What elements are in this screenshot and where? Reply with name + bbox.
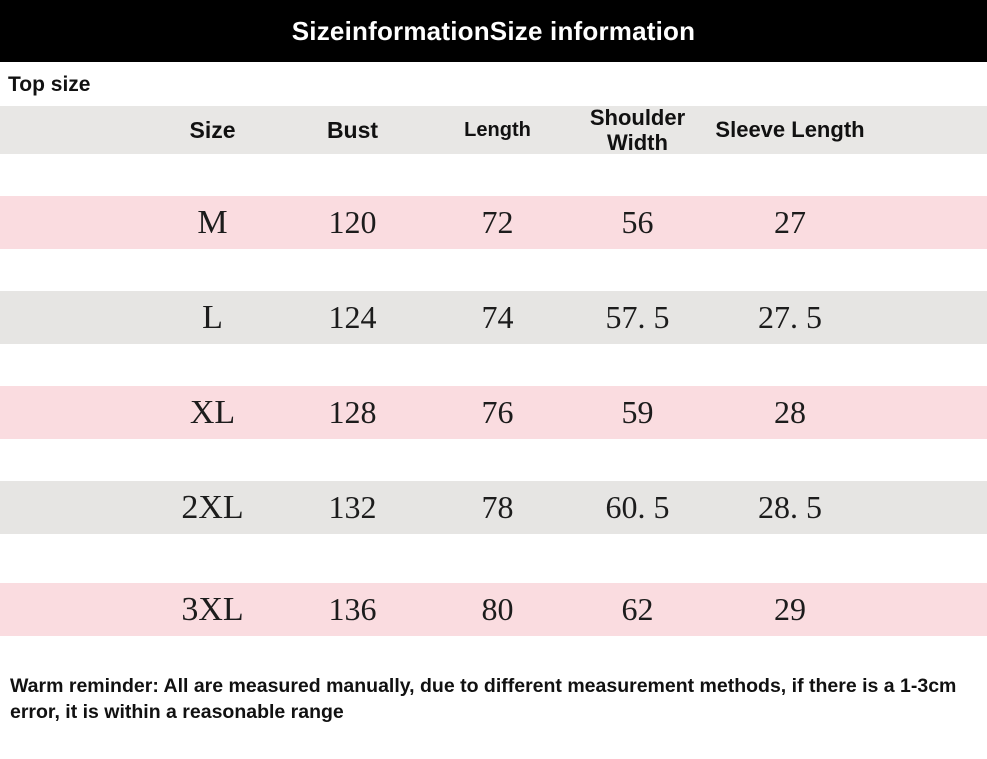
- warm-reminder-note: Warm reminder: All are measured manually…: [10, 675, 957, 723]
- length-value: 78: [481, 489, 514, 525]
- header-length: Length: [464, 118, 531, 141]
- size-value: L: [202, 298, 223, 336]
- bust-value: 128: [328, 394, 377, 430]
- length-value: 72: [481, 204, 514, 240]
- header-sleeve-length: Sleeve Length: [715, 117, 865, 143]
- sleeve-length-value: 28: [774, 394, 806, 430]
- header-bust: Bust: [326, 116, 379, 143]
- table-row-l: L 124 74 57. 5 27. 5: [0, 291, 987, 344]
- title-banner: SizeinformationSize information: [0, 0, 987, 62]
- shoulder-width-value: 62: [621, 591, 654, 627]
- header-shoulder-width: Shoulder Width: [589, 104, 686, 155]
- table-header-row: Size Bust Length Shoulder Width Sleeve L…: [0, 104, 987, 155]
- size-value: XL: [189, 393, 236, 431]
- table-row-3xl: 3XL 136 80 62 29: [0, 583, 987, 636]
- sleeve-length-value: 27. 5: [758, 299, 822, 335]
- table-row-m: M 120 72 56 27: [0, 196, 987, 249]
- page-title: SizeinformationSize information: [291, 16, 696, 46]
- header-size: Size: [189, 116, 236, 143]
- table-row-xl: XL 128 76 59 28: [0, 386, 987, 439]
- size-value: 2XL: [181, 488, 244, 526]
- length-value: 80: [481, 591, 514, 627]
- sleeve-length-value: 28. 5: [758, 489, 822, 525]
- shoulder-width-value: 60. 5: [605, 489, 670, 525]
- shoulder-width-value: 59: [621, 394, 654, 430]
- table-row-2xl: 2XL 132 78 60. 5 28. 5: [0, 481, 987, 534]
- section-label-top-size: Top size: [8, 73, 91, 96]
- size-value: M: [197, 203, 228, 241]
- sleeve-length-value: 29: [774, 591, 806, 627]
- shoulder-width-value: 56: [621, 204, 654, 240]
- sleeve-length-value: 27: [774, 204, 806, 240]
- bust-value: 136: [328, 591, 377, 627]
- bust-value: 124: [328, 299, 377, 335]
- size-value: 3XL: [181, 590, 244, 628]
- bust-value: 120: [328, 204, 377, 240]
- size-table: Size Bust Length Shoulder Width Sleeve L…: [0, 104, 987, 636]
- shoulder-width-value: 57. 5: [605, 299, 670, 335]
- bust-value: 132: [328, 489, 377, 525]
- length-value: 76: [481, 394, 514, 430]
- length-value: 74: [481, 299, 514, 335]
